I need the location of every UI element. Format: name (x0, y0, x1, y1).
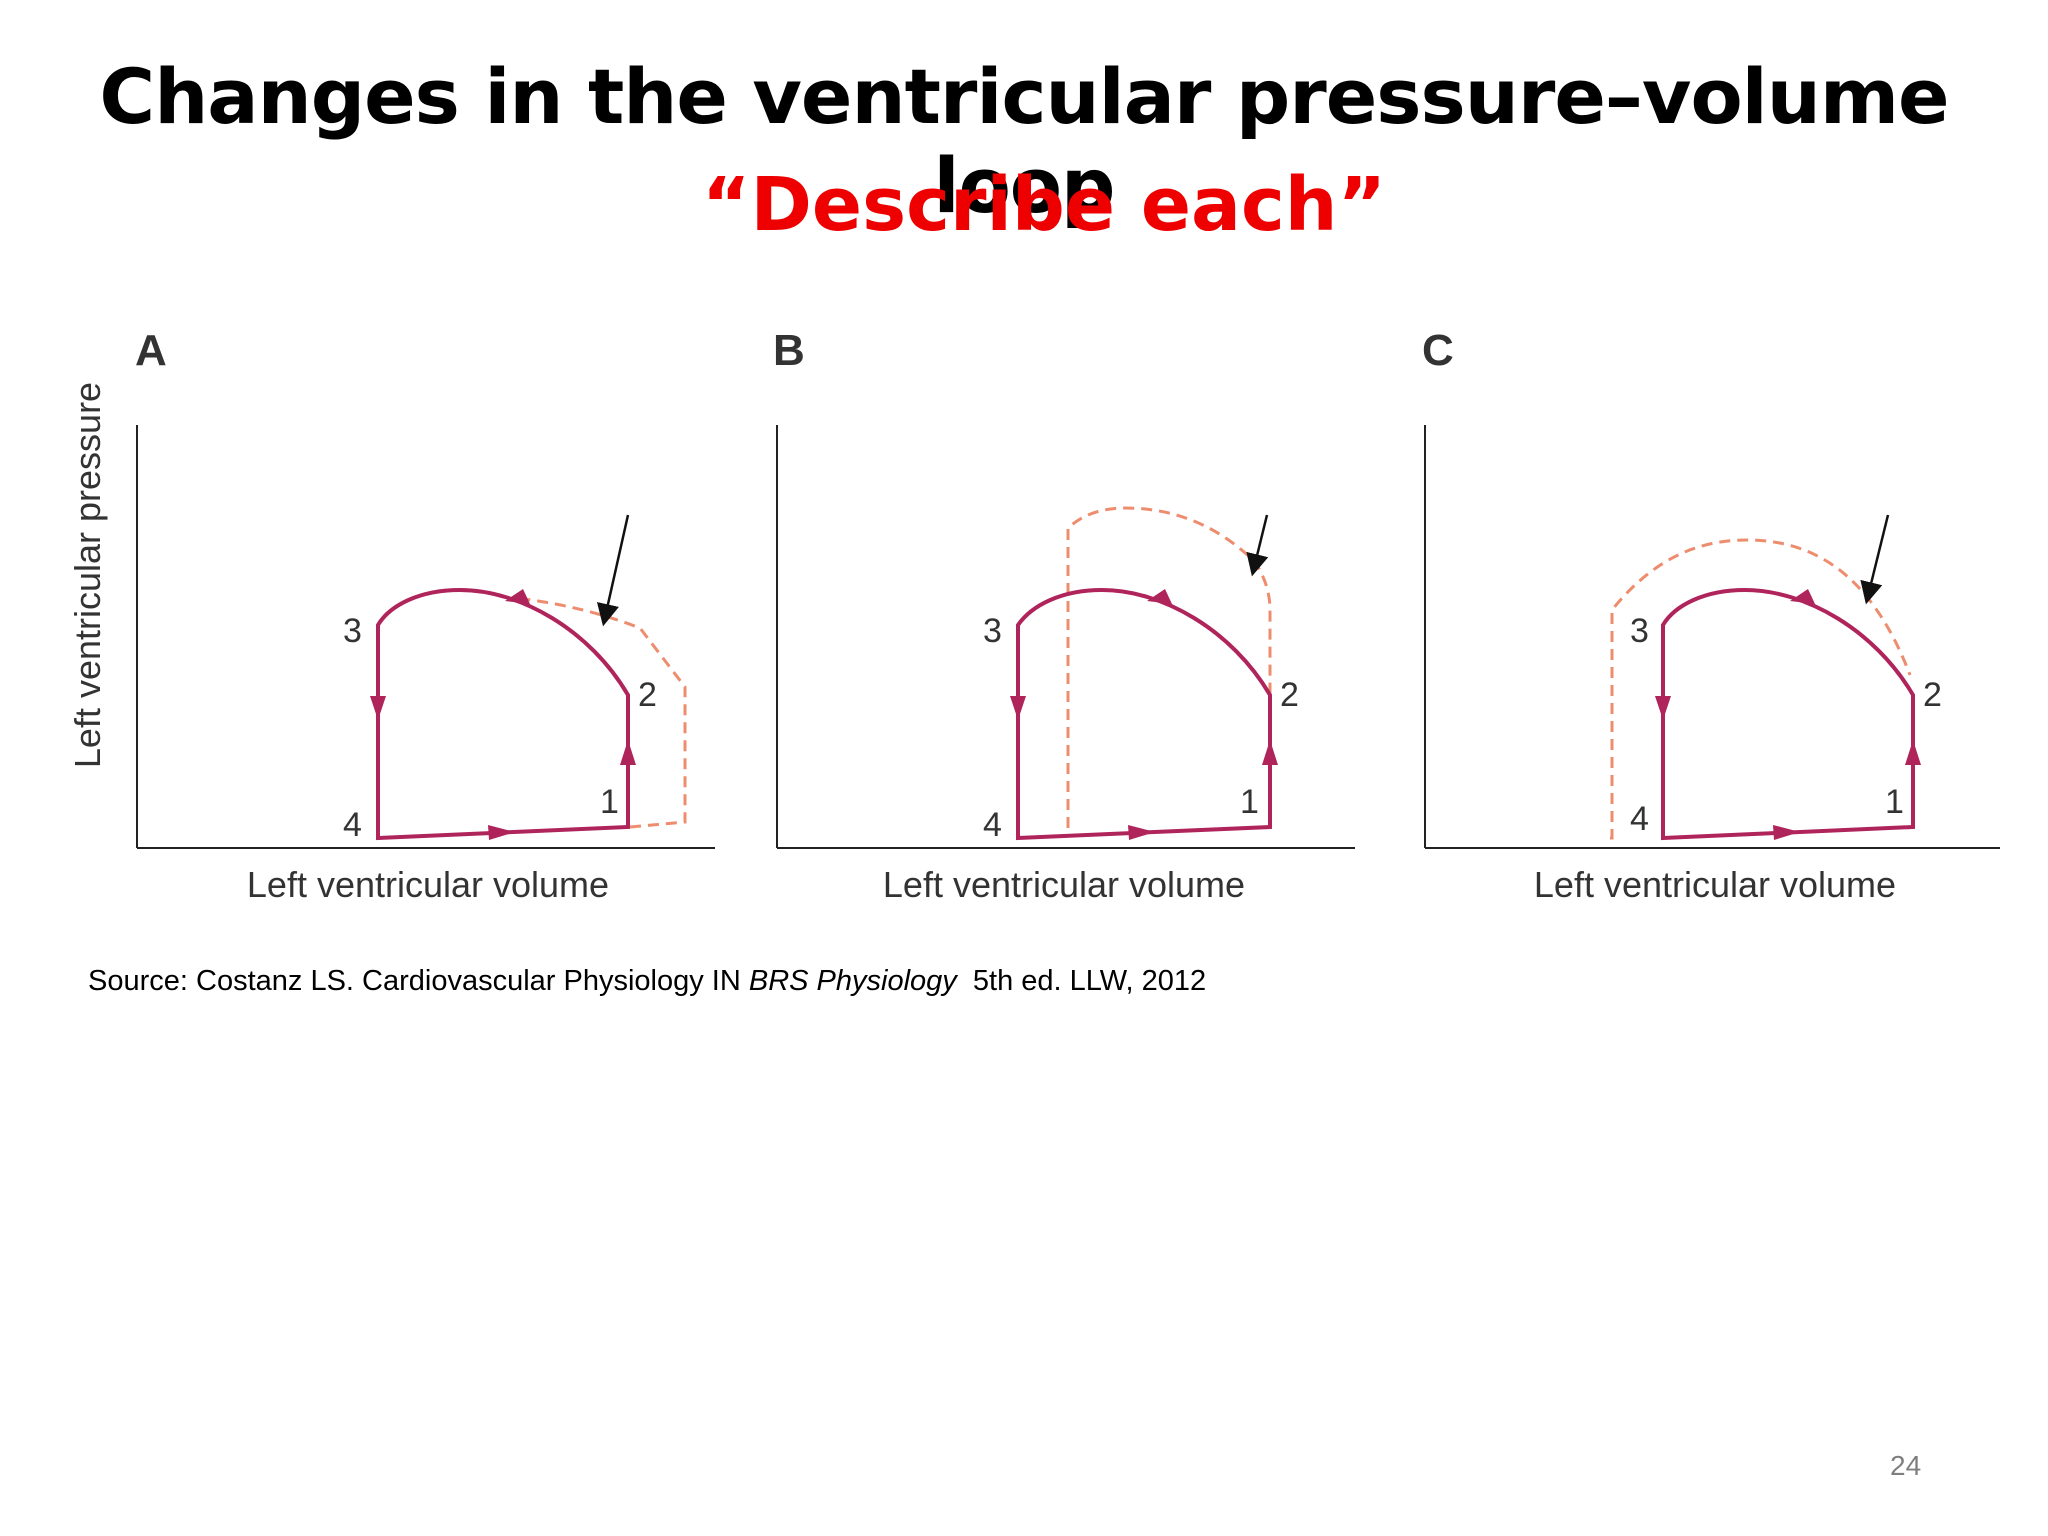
panel-a-point-4: 4 (343, 806, 362, 844)
source-suffix: 5th ed. LLW, 2012 (956, 965, 1207, 997)
panel-b-flow-arrow (1147, 589, 1172, 604)
panel-c-loop (1661, 587, 1915, 841)
panel-a-flow-arrow (370, 696, 386, 720)
panel-c-point-2: 2 (1923, 676, 1942, 714)
pressure-volume-figure: Left ventricular pressure A 1 2 3 4 Left… (0, 300, 2048, 980)
panel-c-point-1: 1 (1885, 783, 1904, 821)
panel-b-point-3: 3 (983, 612, 1002, 650)
panel-c-flow-arrow (1905, 740, 1921, 765)
panel-b-pointer-arrow (1246, 514, 1269, 577)
panel-a-flow-arrow (620, 740, 636, 765)
panel-b-point-2: 2 (1280, 676, 1299, 714)
panel-c-pointer-arrow (1860, 514, 1890, 605)
panel-b-dashed-loop (1066, 506, 1272, 828)
panel-b-loop (1016, 587, 1272, 841)
panel-b-point-4: 4 (983, 806, 1002, 844)
source-book-title: BRS Physiology (748, 965, 957, 997)
panel-b-flow-arrow (1262, 740, 1278, 765)
panel-c-letter: C (1422, 326, 1454, 375)
pressure-volume-diagram: Left ventricular pressure A 1 2 3 4 Left… (67, 326, 2000, 905)
panel-a-point-2: 2 (638, 676, 657, 714)
panel-a-x-axis-label: Left ventricular volume (247, 864, 609, 905)
panel-c-x-axis-label: Left ventricular volume (1534, 864, 1896, 905)
panel-c-flow-arrow (1790, 589, 1815, 604)
source-prefix: Source: Costanz LS. Cardiovascular Physi… (88, 965, 749, 997)
source-citation: Source: Costanz LS. Cardiovascular Physi… (88, 965, 1206, 998)
panel-a-flow-arrow (505, 589, 530, 604)
panel-a-flow-arrow (488, 825, 515, 840)
panel-b-point-1: 1 (1240, 783, 1259, 821)
panel-a-loop (376, 587, 630, 841)
slide-title: Changes in the ventricular pressure–volu… (99, 52, 1949, 230)
panel-c-flow-arrow (1773, 825, 1800, 840)
panel-c-point-3: 3 (1630, 612, 1649, 650)
panel-b-x-axis-label: Left ventricular volume (883, 864, 1245, 905)
page-number: 24 (1890, 1450, 1922, 1481)
panel-a-point-1: 1 (600, 783, 619, 821)
panel-b: B 1 2 3 4 Left ventricular volume (773, 326, 1355, 905)
panel-c-dashed-loop (1610, 538, 1912, 840)
slide-subtitle: “Describe each” (701, 162, 1387, 248)
panel-a: A 1 2 3 4 Left ventricular volume (135, 326, 715, 905)
panel-c-point-4: 4 (1630, 800, 1649, 838)
panel-c-flow-arrow (1655, 696, 1671, 720)
panel-b-flow-arrow (1010, 696, 1026, 720)
panel-c: C 1 2 3 4 Left ventricular volume (1422, 326, 2000, 905)
panel-a-point-3: 3 (343, 612, 362, 650)
panel-a-dashed-loop (514, 596, 687, 829)
panel-b-flow-arrow (1128, 825, 1155, 840)
panel-b-letter: B (773, 326, 805, 375)
panel-a-letter: A (135, 326, 167, 375)
panel-a-pointer-arrow (596, 514, 630, 627)
y-axis-label: Left ventricular pressure (67, 382, 108, 768)
